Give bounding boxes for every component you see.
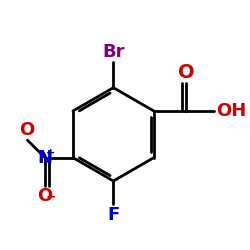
Text: F: F	[107, 206, 120, 224]
Text: +: +	[46, 148, 55, 158]
Text: −: −	[46, 190, 56, 203]
Text: O: O	[37, 187, 52, 205]
Text: O: O	[19, 121, 34, 139]
Text: Br: Br	[102, 43, 125, 61]
Text: OH: OH	[216, 102, 246, 120]
Text: N: N	[38, 149, 52, 167]
Text: O: O	[178, 63, 195, 82]
